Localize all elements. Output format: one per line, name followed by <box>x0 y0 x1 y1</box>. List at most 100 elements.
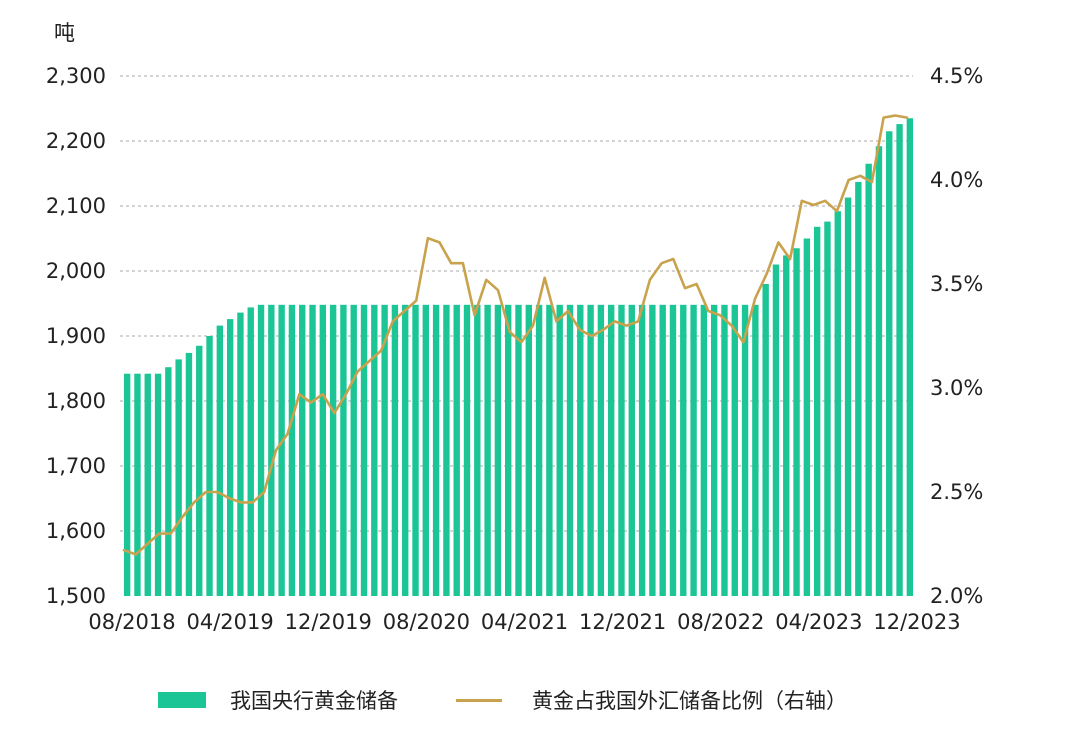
bar <box>185 352 193 596</box>
bar <box>381 304 388 596</box>
bar <box>165 367 172 596</box>
x-tick-label: 12/2019 <box>285 610 372 634</box>
bar <box>196 345 203 596</box>
right-tick-label: 2.5% <box>930 480 983 504</box>
x-axis-ticks: 08/2018 04/2019 12/2019 08/2020 04/2021 12/20… <box>88 610 960 634</box>
bar <box>762 284 769 596</box>
bar <box>237 312 244 596</box>
left-tick-label: 1,900 <box>46 324 106 348</box>
bar <box>659 304 666 596</box>
bar <box>175 359 182 596</box>
bar <box>154 373 162 596</box>
bar <box>329 304 337 596</box>
bar <box>515 304 522 596</box>
left-tick-label: 2,300 <box>46 64 106 88</box>
bar <box>226 319 234 596</box>
legend-line-swatch <box>456 698 502 702</box>
right-tick-label: 4.0% <box>930 168 983 192</box>
bar <box>834 211 841 596</box>
left-tick-label: 2,100 <box>46 194 106 218</box>
bar <box>309 304 316 596</box>
x-tick-label: 08/2018 <box>88 610 175 634</box>
left-axis-unit: 吨 <box>54 21 75 45</box>
right-tick-label: 4.5% <box>930 64 983 88</box>
right-axis-ticks: 2.0% 2.5% 3.0% 3.5% 4.0% 4.5% <box>930 64 983 608</box>
bar <box>432 304 440 596</box>
bar <box>855 181 862 596</box>
bar <box>494 304 502 596</box>
bar <box>896 124 903 596</box>
bar <box>700 304 708 596</box>
bar <box>566 304 574 596</box>
line-path <box>122 114 909 556</box>
bar <box>525 304 532 596</box>
bar <box>535 304 543 596</box>
legend: 我国央行黄金储备 黄金占我国外汇储备比例（右轴） <box>0 680 1080 720</box>
bar <box>422 304 430 596</box>
bar <box>731 304 738 596</box>
bar <box>505 304 512 596</box>
legend-label-gold-share: 黄金占我国外汇储备比例（右轴） <box>532 689 847 713</box>
bar <box>628 304 635 596</box>
bar <box>288 304 296 596</box>
bar <box>206 336 213 596</box>
bar <box>319 304 327 596</box>
x-tick-label: 04/2023 <box>775 610 862 634</box>
bar <box>607 304 615 596</box>
bar <box>360 304 368 596</box>
bar <box>144 373 151 596</box>
bar <box>257 304 265 596</box>
bar <box>546 304 553 596</box>
bar-series <box>123 118 914 597</box>
bar <box>371 304 378 596</box>
bar <box>299 304 306 596</box>
left-axis-ticks: 1,500 1,600 1,700 1,800 1,900 2,000 2,100 2,200… <box>46 64 106 608</box>
bar <box>710 304 718 596</box>
bar <box>752 304 759 596</box>
bar <box>443 304 450 596</box>
bar <box>391 304 399 596</box>
legend-label-gold-reserve: 我国央行黄金储备 <box>230 689 398 713</box>
bar <box>463 304 471 596</box>
bar <box>803 238 811 596</box>
bar <box>783 255 790 596</box>
bar <box>474 304 481 596</box>
bar <box>340 304 347 596</box>
x-tick-label: 12/2021 <box>579 610 666 634</box>
left-tick-label: 2,000 <box>46 259 106 283</box>
bar <box>268 304 275 596</box>
bar <box>577 304 584 596</box>
bar <box>741 304 749 596</box>
bar <box>216 325 224 596</box>
bar <box>813 226 821 597</box>
line-series <box>122 114 909 556</box>
right-tick-label: 3.5% <box>930 272 983 296</box>
left-tick-label: 1,800 <box>46 389 106 413</box>
left-tick-label: 1,500 <box>46 584 106 608</box>
bar <box>680 304 687 596</box>
bar <box>669 304 677 596</box>
bar <box>844 197 852 597</box>
bar <box>556 304 563 596</box>
bar <box>824 221 831 596</box>
bar <box>597 304 605 596</box>
bar <box>793 248 800 596</box>
x-tick-label: 04/2019 <box>187 610 274 634</box>
bar <box>453 304 460 596</box>
bar <box>402 304 409 596</box>
x-tick-label: 12/2023 <box>873 610 960 634</box>
bar <box>134 373 141 596</box>
bar <box>123 373 131 596</box>
legend-item-gold-share: 黄金占我国外汇储备比例（右轴） <box>456 680 847 720</box>
bar <box>412 304 419 596</box>
bar <box>875 146 883 596</box>
bar <box>638 304 646 596</box>
bar <box>618 304 625 596</box>
x-tick-label: 04/2021 <box>481 610 568 634</box>
x-tick-label: 08/2020 <box>383 610 470 634</box>
legend-item-gold-reserve: 我国央行黄金储备 <box>158 680 398 720</box>
x-tick-label: 08/2022 <box>677 610 764 634</box>
legend-bar-swatch <box>158 692 206 708</box>
bar <box>278 304 285 596</box>
bar <box>886 131 893 596</box>
